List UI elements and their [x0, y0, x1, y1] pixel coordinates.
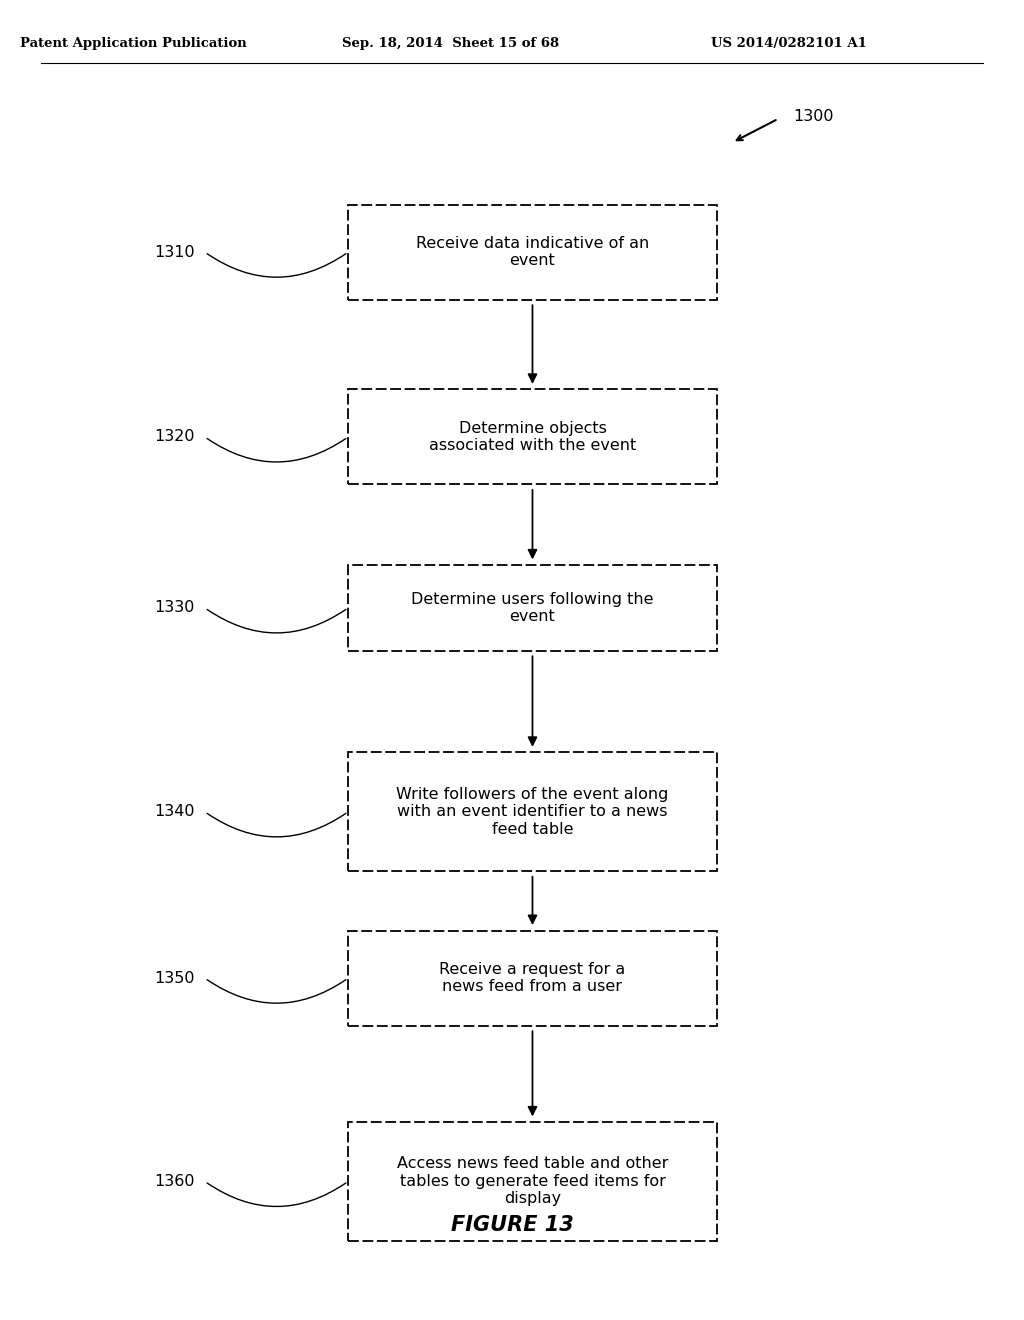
Text: Access news feed table and other
tables to generate feed items for
display: Access news feed table and other tables … — [396, 1156, 669, 1206]
Text: 1340: 1340 — [154, 804, 195, 820]
Bar — [348, 389, 717, 484]
Text: Determine users following the
event: Determine users following the event — [412, 591, 653, 624]
Bar — [348, 205, 717, 300]
Text: 1320: 1320 — [154, 429, 195, 445]
Text: Receive data indicative of an
event: Receive data indicative of an event — [416, 236, 649, 268]
Text: Patent Application Publication: Patent Application Publication — [19, 37, 247, 50]
Text: 1330: 1330 — [155, 601, 195, 615]
Text: 1300: 1300 — [794, 108, 835, 124]
Bar — [348, 931, 717, 1026]
Bar — [348, 1122, 717, 1241]
Text: Write followers of the event along
with an event identifier to a news
feed table: Write followers of the event along with … — [396, 787, 669, 837]
Text: 1350: 1350 — [154, 970, 195, 986]
Text: Receive a request for a
news feed from a user: Receive a request for a news feed from a… — [439, 962, 626, 994]
Text: FIGURE 13: FIGURE 13 — [451, 1214, 573, 1236]
Text: Determine objects
associated with the event: Determine objects associated with the ev… — [429, 421, 636, 453]
Text: US 2014/0282101 A1: US 2014/0282101 A1 — [711, 37, 866, 50]
Bar — [348, 752, 717, 871]
Text: 1310: 1310 — [154, 244, 195, 260]
Text: 1360: 1360 — [154, 1173, 195, 1189]
Text: Sep. 18, 2014  Sheet 15 of 68: Sep. 18, 2014 Sheet 15 of 68 — [342, 37, 559, 50]
Bar — [348, 565, 717, 651]
